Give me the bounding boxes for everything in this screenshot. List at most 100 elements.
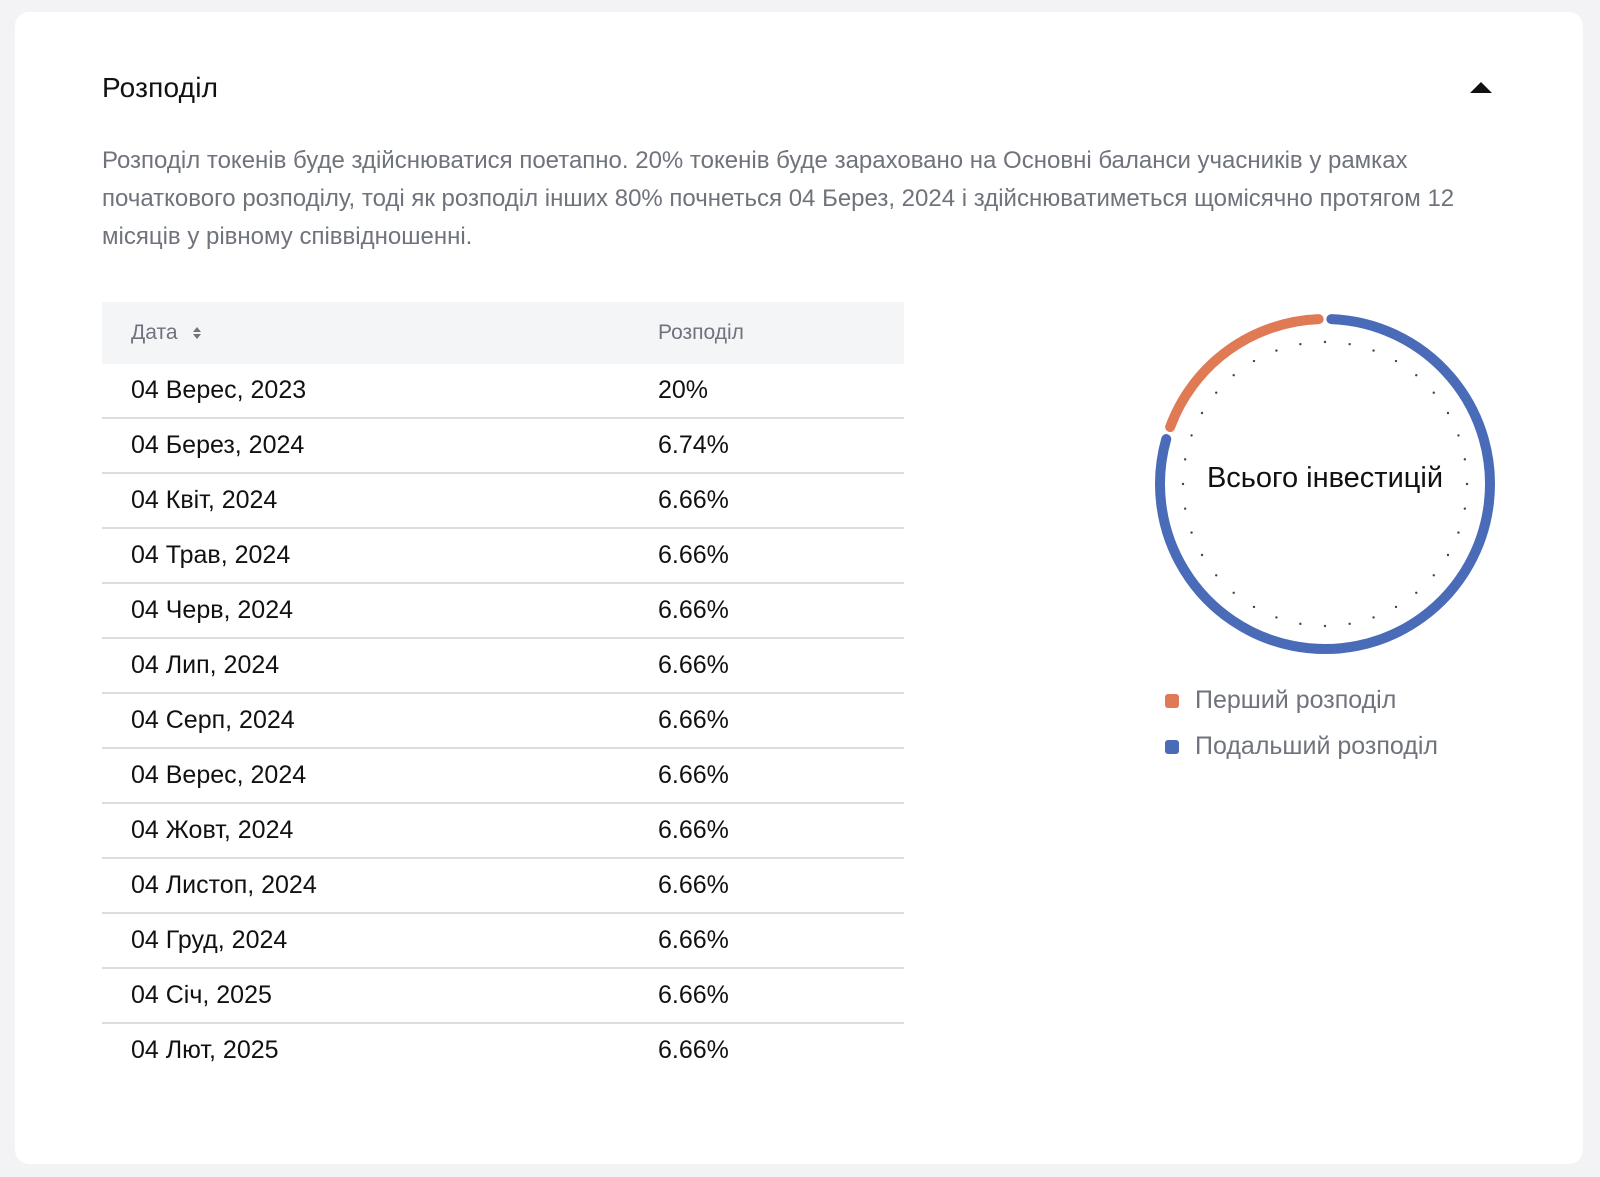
donut-svg <box>1155 314 1495 654</box>
inner-ring-dot <box>1190 531 1193 534</box>
table-row: 04 Серп, 2024 6.66% <box>102 693 904 749</box>
date-column-header[interactable]: Дата <box>102 302 629 364</box>
inner-ring-dot <box>1215 574 1218 577</box>
distribution-table: Дата Розподіл 04 Верес, 2023 20% 04 Берез,… <box>102 302 904 1077</box>
row-date: 04 Верес, 2024 <box>102 748 629 804</box>
row-date: 04 Берез, 2024 <box>102 418 629 474</box>
inner-ring-dot <box>1181 482 1185 486</box>
legend-label: Перший розподіл <box>1195 686 1397 714</box>
inner-ring-dot <box>1232 591 1235 594</box>
inner-ring-dot <box>1415 374 1418 377</box>
table-body: 04 Верес, 2023 20% 04 Берез, 2024 6.74% 04 К… <box>102 364 904 1077</box>
row-distribution: 6.66% <box>629 528 904 584</box>
sort-icon[interactable] <box>192 325 202 341</box>
inner-ring-dot <box>1252 605 1256 609</box>
table-row: 04 Жовт, 2024 6.66% <box>102 803 904 859</box>
table-row: 04 Квіт, 2024 6.66% <box>102 473 904 529</box>
inner-ring-dot <box>1190 434 1193 437</box>
row-distribution: 20% <box>629 364 904 419</box>
table-row: 04 Січ, 2025 6.66% <box>102 968 904 1024</box>
collapse-button[interactable] <box>1467 76 1495 100</box>
inner-ring-dot <box>1323 340 1327 344</box>
row-date: 04 Квіт, 2024 <box>102 473 629 529</box>
row-date: 04 Листоп, 2024 <box>102 858 629 914</box>
inner-ring-dot <box>1183 458 1187 461</box>
inner-ring-dot <box>1348 342 1351 346</box>
table-row: 04 Трав, 2024 6.66% <box>102 528 904 584</box>
inner-ring-dot <box>1200 411 1204 415</box>
inner-ring-dot <box>1463 507 1467 510</box>
table-header-row: Дата Розподіл <box>102 302 904 364</box>
row-distribution: 6.66% <box>658 1036 729 1064</box>
row-date: 04 Серп, 2024 <box>102 693 629 749</box>
donut-segment[interactable] <box>1165 314 1324 433</box>
row-distribution: 6.74% <box>629 418 904 474</box>
row-date: 04 Січ, 2025 <box>102 968 629 1024</box>
inner-ring-dot <box>1275 349 1278 352</box>
inner-ring-dot <box>1200 553 1204 557</box>
inner-ring-dot <box>1457 434 1460 437</box>
row-distribution: 6.66% <box>629 803 904 859</box>
inner-ring-dot <box>1372 616 1375 619</box>
row-date: 04 Черв, 2024 <box>102 583 629 639</box>
table-row: 04 Груд, 2024 6.66% <box>102 913 904 969</box>
inner-ring-dot <box>1463 458 1467 461</box>
row-distribution: 6.66% <box>629 583 904 639</box>
inner-ring-dot <box>1215 391 1218 394</box>
legend-swatch <box>1165 740 1179 754</box>
section-title: Розподіл <box>102 72 219 103</box>
distribution-column-header: Розподіл <box>629 302 904 364</box>
row-distribution: 6.66% <box>629 858 904 914</box>
row-distribution: 6.66% <box>629 748 904 804</box>
table-row: 04 Лип, 2024 6.66% <box>102 638 904 694</box>
row-distribution: 6.66% <box>629 473 904 529</box>
chart-center-label: Всього інвестицій <box>1206 462 1444 494</box>
inner-ring-dot <box>1394 605 1398 609</box>
legend-item: Подальший розподіл <box>1165 728 1438 774</box>
date-header-label: Дата <box>131 321 178 344</box>
row-date: 04 Трав, 2024 <box>102 528 629 584</box>
section-description: Розподіл токенів буде здійснюватися поет… <box>102 147 1455 250</box>
table-row: 04 Верес, 2023 20% <box>102 364 904 419</box>
inner-ring-dot <box>1394 359 1398 363</box>
inner-ring-dot <box>1299 622 1302 626</box>
inner-ring-dot <box>1323 624 1327 628</box>
inner-ring-dot <box>1432 391 1435 394</box>
distribution-donut-chart: Всього інвестицій <box>1145 304 1505 664</box>
legend-item: Перший розподіл <box>1165 682 1438 728</box>
caret-up-icon <box>1470 82 1492 93</box>
table-row: 04 Верес, 2024 6.66% <box>102 748 904 804</box>
row-distribution: 6.66% <box>629 968 904 1024</box>
legend-swatch <box>1165 694 1179 708</box>
inner-ring-dot <box>1446 553 1450 557</box>
legend-label: Подальший розподіл <box>1195 732 1438 760</box>
row-date: 04 Груд, 2024 <box>102 913 629 969</box>
donut-segment[interactable] <box>1155 314 1495 654</box>
row-date: 04 Лют, 2025 <box>131 1036 279 1064</box>
inner-ring-dot <box>1252 359 1256 363</box>
inner-ring-dot <box>1446 411 1450 415</box>
row-date: 04 Жовт, 2024 <box>102 803 629 859</box>
table-row: 04 Лют, 2025 6.66% <box>102 1023 904 1077</box>
inner-ring-dot <box>1432 574 1435 577</box>
table-row: 04 Берез, 2024 6.74% <box>102 418 904 474</box>
inner-ring-dot <box>1183 507 1187 510</box>
table-row: 04 Черв, 2024 6.66% <box>102 583 904 639</box>
distribution-header-label: Розподіл <box>658 321 744 344</box>
inner-ring-dot <box>1348 622 1351 626</box>
row-date: 04 Лип, 2024 <box>102 638 629 694</box>
chart-legend: Перший розподіл Подальший розподіл <box>1165 682 1438 774</box>
inner-ring-dot <box>1275 616 1278 619</box>
inner-ring-dot <box>1415 591 1418 594</box>
inner-ring-dot <box>1232 374 1235 377</box>
inner-ring-dot <box>1372 349 1375 352</box>
inner-ring-dot <box>1457 531 1460 534</box>
table-row: 04 Листоп, 2024 6.66% <box>102 858 904 914</box>
row-distribution: 6.66% <box>629 638 904 694</box>
row-date: 04 Верес, 2023 <box>102 364 629 419</box>
inner-ring-dot <box>1299 342 1302 346</box>
inner-ring-dot <box>1465 482 1469 486</box>
row-distribution: 6.66% <box>629 693 904 749</box>
row-distribution: 6.66% <box>629 913 904 969</box>
distribution-card: Розподіл Розподіл токенів буде здійснюва… <box>15 12 1583 1164</box>
